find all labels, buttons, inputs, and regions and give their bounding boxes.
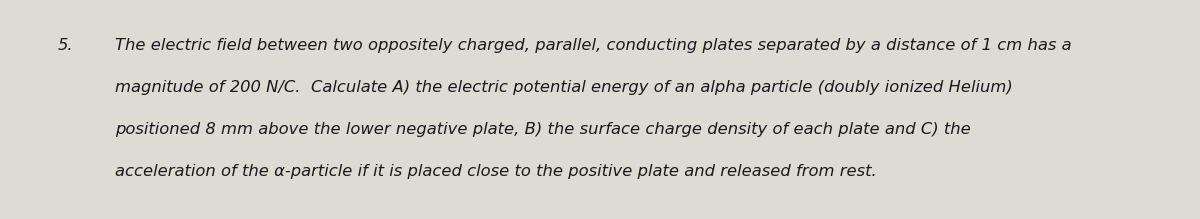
Text: 5.: 5. bbox=[58, 38, 73, 53]
Text: positioned 8 mm above the lower negative plate, B) the surface charge density of: positioned 8 mm above the lower negative… bbox=[115, 122, 971, 137]
Text: magnitude of 200 N/C.  Calculate A) the electric potential energy of an alpha pa: magnitude of 200 N/C. Calculate A) the e… bbox=[115, 80, 1013, 95]
Text: acceleration of the α-particle if it is placed close to the positive plate and r: acceleration of the α-particle if it is … bbox=[115, 164, 877, 179]
Text: The electric field between two oppositely charged, parallel, conducting plates s: The electric field between two oppositel… bbox=[115, 38, 1072, 53]
